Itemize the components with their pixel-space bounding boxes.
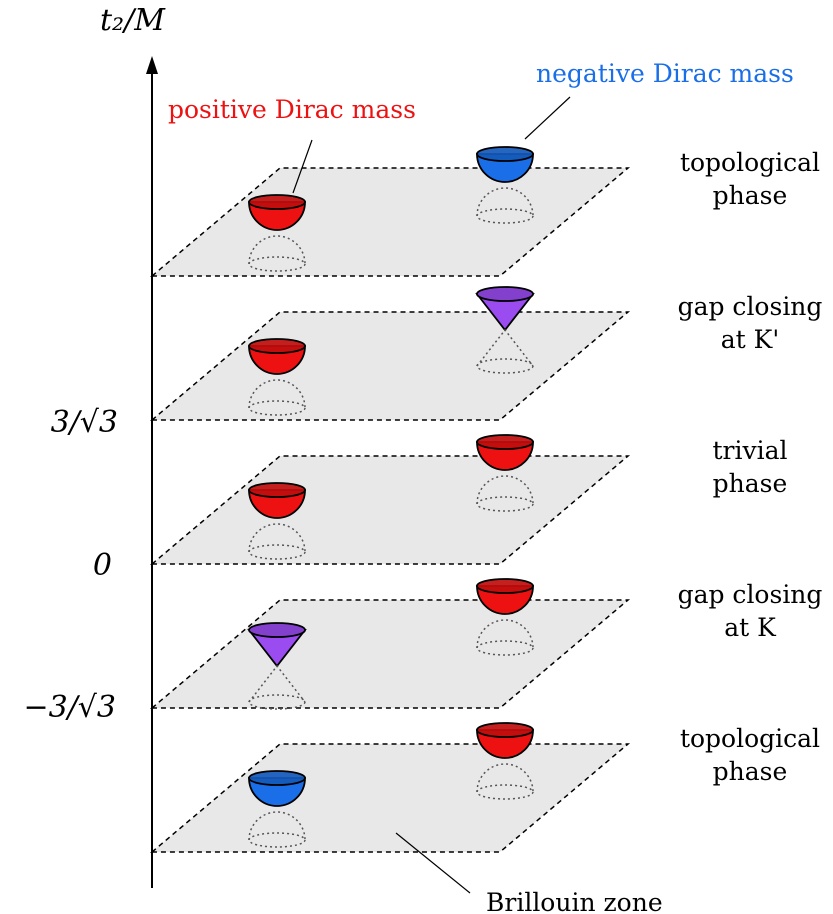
phase-label-line: topological bbox=[680, 148, 820, 177]
brillouin-zone-plane bbox=[152, 456, 628, 564]
brillouin-zone-plane bbox=[152, 312, 628, 420]
kprime-point-positive-mass-band bbox=[476, 434, 534, 471]
phase-label-line: gap closing bbox=[678, 580, 823, 609]
k-point-lower-band bbox=[248, 235, 306, 272]
phase-label-line: topological bbox=[680, 724, 820, 753]
layer-trivial-phase: trivial phase bbox=[149, 434, 788, 565]
plane-outline bbox=[149, 599, 631, 709]
tick-label-minus: −3/√3 bbox=[23, 690, 116, 725]
layer-topological-phase-top: topological phase bbox=[149, 146, 820, 277]
phase-label-line: at K' bbox=[721, 325, 779, 354]
brillouin-zone-plane bbox=[152, 168, 628, 276]
kprime-point-dirac-cone bbox=[475, 286, 535, 374]
layer-topological-phase-bottom: topological phase bbox=[149, 722, 820, 853]
k-point-lower-band bbox=[248, 379, 306, 416]
phase-label-line: trivial bbox=[712, 436, 787, 465]
k-point-lower-band bbox=[248, 811, 306, 848]
plane-outline bbox=[149, 167, 631, 277]
brillouin-zone-plane bbox=[152, 600, 628, 708]
axis-label: t₂/M bbox=[100, 3, 166, 38]
phase-label-line: phase bbox=[713, 469, 788, 498]
k-point-positive-mass-band bbox=[248, 482, 306, 519]
phase-label-line: phase bbox=[713, 757, 788, 786]
plane-outline bbox=[149, 743, 631, 853]
kprime-point-lower-band bbox=[476, 475, 534, 512]
k-point-negative-mass-band bbox=[248, 770, 306, 807]
callout-brillouin-zone: Brillouin zone bbox=[486, 888, 663, 914]
layer-gap-closing-kprime: gap closing at K' bbox=[149, 286, 823, 421]
callout-negative-dirac-mass: negative Dirac mass bbox=[536, 59, 794, 88]
axis-arrowhead bbox=[146, 56, 158, 74]
phase-label-line: gap closing bbox=[678, 292, 823, 321]
kprime-point-negative-mass-band bbox=[476, 146, 534, 183]
kprime-point-lower-band bbox=[476, 187, 534, 224]
phase-label-line: at K bbox=[724, 613, 777, 642]
tick-label-zero: 0 bbox=[93, 548, 112, 583]
brillouin-zone-plane bbox=[152, 744, 628, 852]
k-point-lower-band bbox=[248, 523, 306, 560]
k-point-positive-mass-band bbox=[248, 194, 306, 231]
kprime-point-positive-mass-band bbox=[476, 722, 534, 759]
kprime-point-lower-band bbox=[476, 763, 534, 800]
kprime-point-positive-mass-band bbox=[476, 578, 534, 615]
tick-label-plus: 3/√3 bbox=[51, 405, 118, 440]
callout-positive-dirac-mass: positive Dirac mass bbox=[168, 95, 416, 124]
k-point-dirac-cone bbox=[247, 622, 307, 710]
kprime-point-lower-band bbox=[476, 619, 534, 656]
layer-gap-closing-k: gap closing at K bbox=[149, 578, 823, 710]
plane-outline bbox=[149, 455, 631, 565]
callout-positive-leader bbox=[292, 139, 313, 194]
k-point-positive-mass-band bbox=[248, 338, 306, 375]
plane-outline bbox=[149, 311, 631, 421]
phase-label-line: phase bbox=[713, 181, 788, 210]
callout-bz-leader bbox=[395, 832, 471, 894]
callout-negative-leader bbox=[524, 96, 571, 140]
